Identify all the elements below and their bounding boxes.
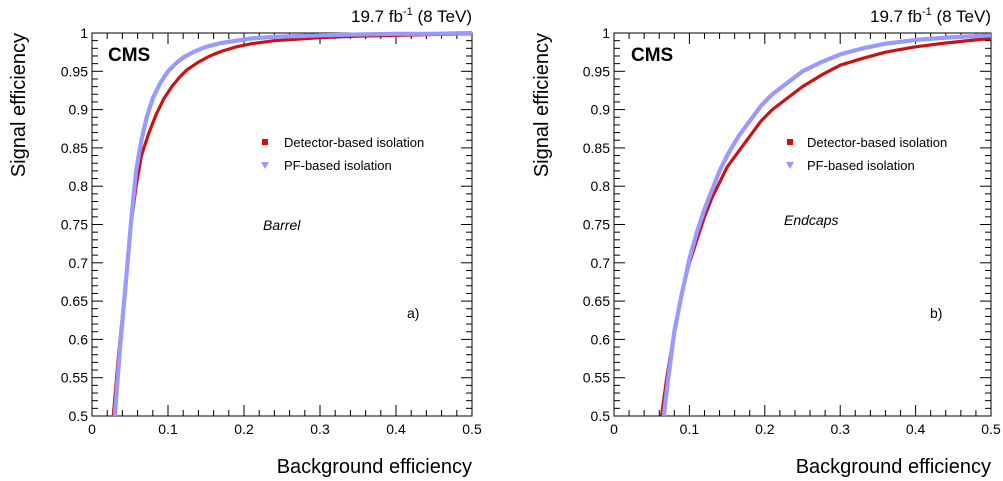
x-axis-title-barrel: Background efficiency bbox=[277, 456, 472, 478]
y-tick-label: 0.9 bbox=[591, 102, 611, 118]
x-tick-label: 0.4 bbox=[386, 421, 406, 437]
axis-ticks-barrel: 0 0.1 0.2 0.3 0.4 0.5 0.5 0.55 0.6 0.65 0.7 0.75 0.8… bbox=[61, 25, 482, 437]
x-tick-label: 0.2 bbox=[234, 421, 254, 437]
legend-label-pf: PF-based isolation bbox=[807, 158, 915, 173]
axis-ticks-endcaps: 0 0.1 0.2 0.3 0.4 0.5 0.5 0.55 0.6 0.65 0.7 0.75 0.8… bbox=[583, 25, 1001, 437]
x-tick-label: 0.5 bbox=[462, 421, 482, 437]
y-tick-label: 0.75 bbox=[61, 217, 88, 233]
y-tick-label: 0.9 bbox=[69, 102, 89, 118]
x-tick-label: 0.4 bbox=[906, 421, 926, 437]
x-tick-label: 0.2 bbox=[755, 421, 775, 437]
lumi-label-barrel: 19.7 fb-1 (8 TeV) bbox=[351, 6, 472, 26]
y-tick-label: 0.7 bbox=[591, 255, 611, 271]
y-tick-label: 0.85 bbox=[583, 140, 610, 156]
y-tick-label: 0.75 bbox=[583, 217, 610, 233]
y-axis-title-endcaps: Signal efficiency bbox=[531, 33, 553, 177]
legend-endcaps: Detector-based isolation PF-based isolat… bbox=[786, 135, 947, 173]
legend-label-detector: Detector-based isolation bbox=[284, 135, 424, 150]
y-tick-label: 0.85 bbox=[61, 140, 88, 156]
experiment-label-barrel: CMS bbox=[108, 45, 150, 66]
region-label-barrel: Barrel bbox=[263, 217, 301, 233]
y-tick-label: 0.6 bbox=[591, 331, 611, 347]
legend-barrel: Detector-based isolation PF-based isolat… bbox=[261, 135, 424, 173]
y-tick-label: 1 bbox=[602, 25, 610, 41]
y-tick-label: 0.8 bbox=[591, 178, 611, 194]
series-line-pf-based-isolation bbox=[112, 30, 473, 417]
legend-label-pf: PF-based isolation bbox=[284, 158, 392, 173]
x-tick-label: 0.3 bbox=[310, 421, 330, 437]
legend-marker-detector bbox=[787, 139, 793, 145]
panel-label-b: b) bbox=[930, 305, 942, 321]
y-tick-label: 0.5 bbox=[591, 408, 611, 424]
y-tick-label: 0.95 bbox=[61, 63, 88, 79]
series-line-pf-based-isolation bbox=[661, 33, 992, 417]
x-tick-label: 0 bbox=[610, 421, 618, 437]
y-tick-label: 0.6 bbox=[69, 331, 89, 347]
y-tick-label: 0.7 bbox=[69, 255, 89, 271]
panel-endcaps: 0 0.1 0.2 0.3 0.4 0.5 0.5 0.55 0.6 0.65 0.7 0.75 0.8… bbox=[531, 6, 1001, 478]
x-tick-label: 0.3 bbox=[830, 421, 850, 437]
legend-marker-pf bbox=[786, 162, 794, 169]
legend-label-detector: Detector-based isolation bbox=[807, 135, 947, 150]
y-tick-label: 1 bbox=[80, 25, 88, 41]
experiment-label-endcaps: CMS bbox=[631, 45, 673, 66]
x-tick-label: 0.1 bbox=[158, 421, 178, 437]
y-tick-label: 0.95 bbox=[583, 63, 610, 79]
panel-barrel: 0 0.1 0.2 0.3 0.4 0.5 0.5 0.55 0.6 0.65 0.7 0.75 0.8… bbox=[8, 6, 482, 478]
region-label-endcaps: Endcaps bbox=[784, 212, 838, 228]
series-layer-barrel bbox=[111, 30, 473, 417]
x-tick-label: 0.1 bbox=[680, 421, 700, 437]
x-tick-label: 0 bbox=[88, 421, 96, 437]
y-tick-label: 0.65 bbox=[583, 293, 610, 309]
y-tick-label: 0.5 bbox=[69, 408, 89, 424]
legend-marker-detector bbox=[262, 139, 268, 145]
y-axis-title-barrel: Signal efficiency bbox=[8, 33, 30, 177]
x-tick-label: 0.5 bbox=[981, 421, 1001, 437]
y-tick-label: 0.55 bbox=[583, 370, 610, 386]
y-tick-label: 0.8 bbox=[69, 178, 89, 194]
y-tick-label: 0.55 bbox=[61, 370, 88, 386]
legend-marker-pf bbox=[261, 162, 269, 169]
panel-label-a: a) bbox=[407, 305, 419, 321]
y-tick-label: 0.65 bbox=[61, 293, 88, 309]
x-axis-title-endcaps: Background efficiency bbox=[796, 456, 991, 478]
lumi-label-endcaps: 19.7 fb-1 (8 TeV) bbox=[870, 6, 991, 26]
series-layer-endcaps bbox=[659, 33, 992, 417]
